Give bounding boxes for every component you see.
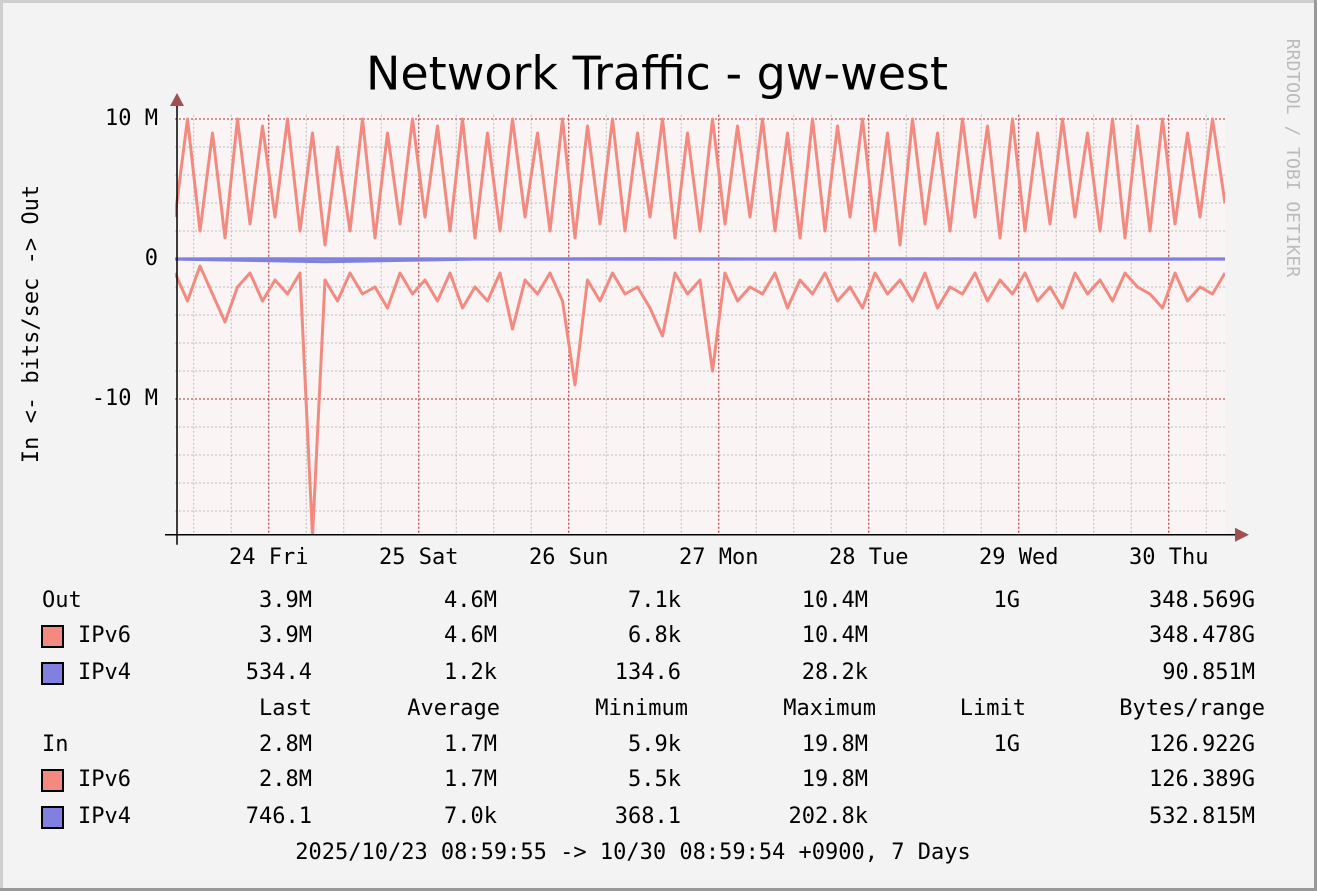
legend-value: 202.8k (789, 804, 868, 829)
watermark: RRDTOOL / TOBI OETIKER (1282, 39, 1303, 278)
chart-title: Network Traffic - gw-west (366, 47, 948, 101)
footer: 2025/10/23 08:59:55 -> 10/30 08:59:54 +0… (295, 840, 971, 865)
legend-swatch (41, 625, 64, 648)
legend-value: 1G (994, 588, 1021, 613)
legend-header: Average (407, 696, 500, 721)
series-line (175, 257, 1225, 264)
legend-value: 90.851M (1162, 660, 1255, 685)
legend-value: 5.5k (628, 767, 681, 792)
series-line (175, 117, 1225, 247)
frame-shadow (1314, 0, 1317, 891)
legend-value: 19.8M (802, 732, 868, 757)
x-tick-label: 28 Tue (829, 545, 908, 570)
y-tick-label: -10 M (92, 386, 158, 411)
legend-value: 6.8k (628, 623, 681, 648)
legend-swatch (41, 769, 64, 792)
legend-label: IPv6 (78, 767, 131, 792)
x-tick-label: 26 Sun (529, 545, 608, 570)
legend-value: 7.1k (628, 588, 681, 613)
legend-label: In (42, 732, 69, 757)
legend-value: 28.2k (802, 660, 868, 685)
legend-value: 7.0k (444, 804, 497, 829)
legend-value: 2.8M (259, 732, 312, 757)
x-tick-label: 24 Fri (229, 545, 308, 570)
legend-header: Last (259, 696, 312, 721)
legend-header: Maximum (783, 696, 876, 721)
legend-label: Out (42, 588, 82, 613)
x-tick-label: 29 Wed (979, 545, 1058, 570)
legend-value: 2.8M (259, 767, 312, 792)
legend-label: IPv6 (78, 623, 131, 648)
legend-value: 19.8M (802, 767, 868, 792)
x-tick-label: 30 Thu (1129, 545, 1208, 570)
legend-value: 10.4M (802, 623, 868, 648)
frame-shadow (0, 888, 1317, 891)
legend-value: 534.4 (246, 660, 312, 685)
legend-value: 348.569G (1149, 588, 1255, 613)
legend-header: Minimum (595, 696, 688, 721)
legend-header: Limit (960, 696, 1026, 721)
legend-value: 134.6 (615, 660, 681, 685)
plot-area (175, 114, 1225, 535)
legend-value: 1.7M (444, 732, 497, 757)
legend-value: 1.2k (444, 660, 497, 685)
x-tick-label: 27 Mon (679, 545, 758, 570)
legend-value: 5.9k (628, 732, 681, 757)
legend-swatch (41, 806, 64, 829)
legend-value: 126.389G (1149, 767, 1255, 792)
legend-value: 1.7M (444, 767, 497, 792)
legend-value: 4.6M (444, 623, 497, 648)
legend-swatch (41, 662, 64, 685)
legend-value: 532.815M (1149, 804, 1255, 829)
legend-value: 1G (994, 732, 1021, 757)
legend-value: 10.4M (802, 588, 868, 613)
legend-value: 3.9M (259, 623, 312, 648)
y-tick-label: 0 (145, 246, 158, 271)
legend-header: Bytes/range (1119, 696, 1265, 721)
y-axis-label: In <- bits/sec -> Out (19, 185, 44, 463)
legend-label: IPv4 (78, 804, 131, 829)
series-group (175, 117, 1225, 535)
legend-value: 126.922G (1149, 732, 1255, 757)
legend-value: 348.478G (1149, 623, 1255, 648)
y-axis-arrow (170, 93, 184, 106)
legend-value: 3.9M (259, 588, 312, 613)
legend-value: 746.1 (246, 804, 312, 829)
x-tick-label: 25 Sat (379, 545, 458, 570)
y-tick-label: 10 M (105, 106, 158, 131)
legend-value: 4.6M (444, 588, 497, 613)
x-axis-arrow (1235, 527, 1249, 542)
series-line (175, 264, 1225, 535)
legend-value: 368.1 (615, 804, 681, 829)
legend-label: IPv4 (78, 660, 131, 685)
